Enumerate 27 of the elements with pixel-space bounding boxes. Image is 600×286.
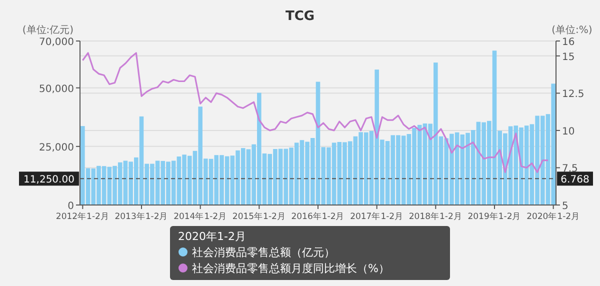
y2-tick-label: 16 <box>562 37 575 48</box>
x-tick-label: 2014年1-2月 <box>174 211 228 222</box>
x-tick-label: 2018年1-2月 <box>408 211 462 222</box>
chart-title: TCG <box>285 9 315 24</box>
x-tick-label: 2017年1-2月 <box>350 211 404 222</box>
y-axis-title: (单位:亿元) <box>22 24 74 36</box>
y-tick-label: 25,000 <box>39 142 74 154</box>
x-tick-label: 2019年1-2月 <box>468 211 522 222</box>
text: 6.768 <box>560 174 590 186</box>
y2-tick-label: 15 <box>562 52 575 63</box>
legend-label: 社会消费品零售总额（亿元） <box>192 246 335 259</box>
x-tick-label: 2015年1-2月 <box>232 211 286 222</box>
line-series <box>82 52 549 173</box>
x-tick-label: 2020年1-2月 <box>526 211 580 222</box>
y2-tick-label: 5 <box>562 201 568 212</box>
y2-tick-label: 10 <box>562 126 575 138</box>
y-tick-label: 70,000 <box>39 37 74 48</box>
y2-tick-label: 12.5 <box>562 89 584 100</box>
x-tick-label: 2013年1-2月 <box>114 211 168 222</box>
x-tick-label: 2012年1-2月 <box>56 211 110 222</box>
x-tick-label: 2016年1-2月 <box>291 211 345 222</box>
y-tick-label: 0 <box>68 201 74 212</box>
y2-axis-title: (单位:%) <box>552 24 592 36</box>
legend-label: 社会消费品零售总额月度同比增长（%） <box>192 262 390 275</box>
ref-line-label: 11,250.00 <box>24 174 74 186</box>
legend-title: 2020年1-2月 <box>178 230 246 243</box>
y-tick-label: 50,000 <box>39 84 74 95</box>
